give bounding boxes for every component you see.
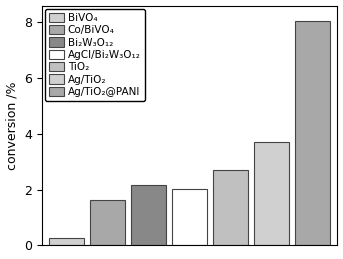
Legend: BiVO₄, Co/BiVO₄, Bi₂W₃O₁₂, AgCl/Bi₂W₃O₁₂, TiO₂, Ag/TiO₂, Ag/TiO₂@PANI: BiVO₄, Co/BiVO₄, Bi₂W₃O₁₂, AgCl/Bi₂W₃O₁₂… xyxy=(45,9,145,101)
Bar xyxy=(172,189,207,246)
Bar xyxy=(90,200,125,246)
Bar xyxy=(131,185,166,246)
Bar xyxy=(254,142,289,246)
Bar xyxy=(295,21,330,246)
Bar xyxy=(213,170,248,246)
Y-axis label: conversion /%: conversion /% xyxy=(5,81,19,170)
Bar xyxy=(49,239,84,246)
